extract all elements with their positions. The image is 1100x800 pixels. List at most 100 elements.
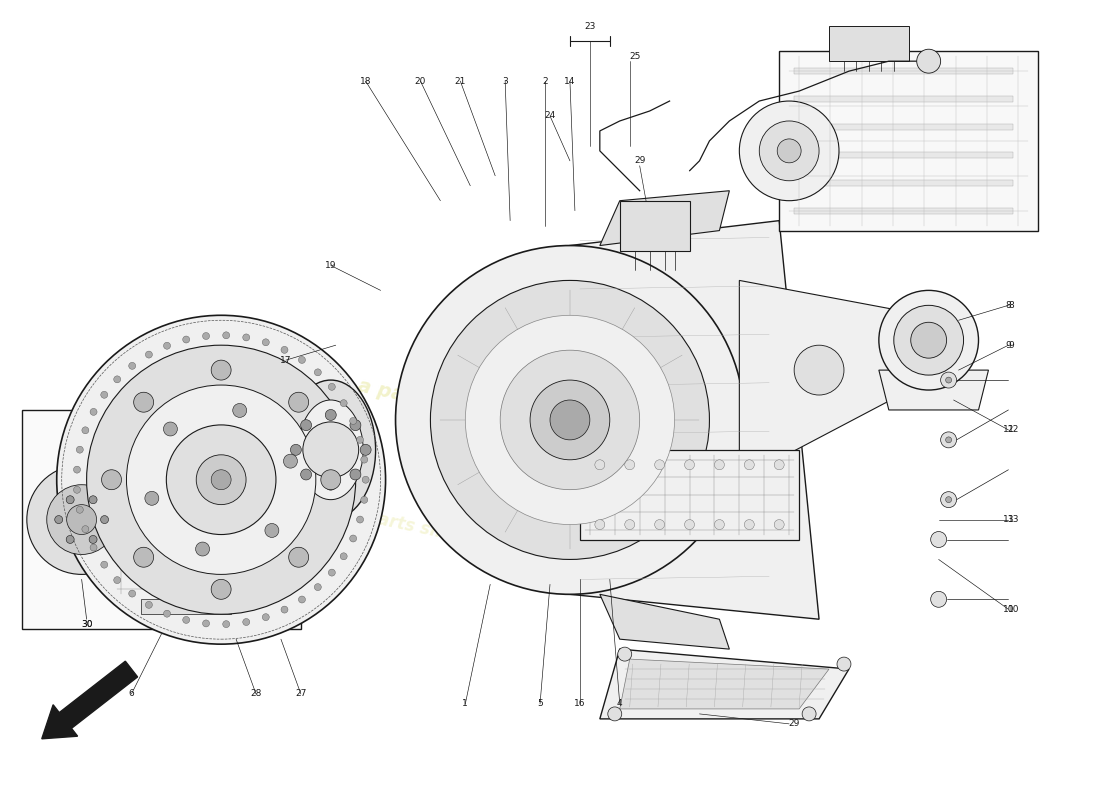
- Circle shape: [894, 306, 964, 375]
- Text: 18: 18: [360, 77, 372, 86]
- Text: a passion for parts since 1985: a passion for parts since 1985: [240, 482, 521, 558]
- Circle shape: [654, 460, 664, 470]
- Circle shape: [222, 332, 230, 339]
- Circle shape: [356, 516, 363, 523]
- Circle shape: [550, 400, 590, 440]
- Circle shape: [879, 290, 979, 390]
- Circle shape: [129, 590, 135, 597]
- Circle shape: [211, 360, 231, 380]
- Circle shape: [183, 336, 189, 343]
- Text: 3: 3: [503, 77, 508, 86]
- Circle shape: [328, 569, 336, 576]
- Text: 10: 10: [1003, 605, 1014, 614]
- Bar: [580, 450, 799, 539]
- Circle shape: [243, 334, 250, 341]
- Circle shape: [233, 403, 246, 418]
- Circle shape: [288, 392, 309, 412]
- Text: 25: 25: [629, 52, 640, 61]
- Circle shape: [145, 351, 153, 358]
- Circle shape: [55, 515, 63, 523]
- Circle shape: [89, 496, 97, 504]
- Text: 28: 28: [251, 690, 262, 698]
- Polygon shape: [619, 659, 829, 709]
- Text: 12: 12: [1009, 426, 1020, 434]
- Text: 23: 23: [584, 22, 595, 31]
- Text: 24: 24: [544, 111, 556, 121]
- Circle shape: [465, 315, 674, 525]
- Circle shape: [684, 519, 694, 530]
- Text: 14: 14: [564, 77, 575, 86]
- Circle shape: [326, 479, 337, 490]
- Circle shape: [166, 425, 276, 534]
- Circle shape: [164, 342, 170, 350]
- Polygon shape: [739, 281, 928, 480]
- Circle shape: [81, 490, 142, 550]
- Text: 10: 10: [1009, 605, 1020, 614]
- Circle shape: [940, 372, 957, 388]
- Text: 9: 9: [1005, 341, 1011, 350]
- Bar: [779, 51, 1038, 230]
- Circle shape: [360, 444, 371, 455]
- Circle shape: [940, 492, 957, 508]
- Circle shape: [300, 420, 311, 430]
- Text: 4: 4: [617, 699, 623, 709]
- Circle shape: [87, 345, 355, 614]
- Circle shape: [340, 400, 348, 406]
- Bar: [142, 599, 231, 614]
- Circle shape: [288, 547, 309, 567]
- Circle shape: [66, 496, 74, 504]
- Text: 5: 5: [537, 699, 543, 709]
- Circle shape: [684, 460, 694, 470]
- Circle shape: [350, 420, 361, 430]
- Circle shape: [739, 101, 839, 201]
- Text: 8: 8: [1005, 301, 1011, 310]
- Text: 1: 1: [462, 699, 469, 709]
- Circle shape: [76, 506, 84, 514]
- Bar: [794, 152, 1013, 158]
- Circle shape: [90, 408, 97, 415]
- Circle shape: [931, 591, 947, 607]
- Circle shape: [430, 281, 710, 559]
- Circle shape: [243, 618, 250, 626]
- Text: 30: 30: [81, 620, 92, 629]
- Circle shape: [126, 385, 316, 574]
- Circle shape: [222, 621, 230, 628]
- Bar: [152, 430, 231, 450]
- Text: 29: 29: [789, 719, 800, 728]
- Circle shape: [97, 505, 126, 534]
- Circle shape: [164, 610, 170, 617]
- Circle shape: [794, 345, 844, 395]
- Ellipse shape: [298, 400, 363, 500]
- Circle shape: [262, 614, 270, 621]
- Circle shape: [280, 346, 288, 354]
- Circle shape: [774, 519, 784, 530]
- Circle shape: [595, 460, 605, 470]
- Text: 21: 21: [454, 77, 466, 86]
- Polygon shape: [600, 190, 729, 246]
- Polygon shape: [600, 594, 729, 649]
- Circle shape: [113, 376, 121, 383]
- Text: 27: 27: [295, 690, 307, 698]
- Circle shape: [608, 707, 622, 721]
- Circle shape: [340, 553, 348, 560]
- Polygon shape: [600, 649, 849, 719]
- Circle shape: [350, 418, 356, 425]
- Text: 17: 17: [280, 356, 292, 365]
- Circle shape: [321, 470, 341, 490]
- Circle shape: [47, 485, 117, 554]
- Circle shape: [81, 427, 89, 434]
- Text: 16: 16: [574, 699, 585, 709]
- Text: 2: 2: [542, 77, 548, 86]
- Circle shape: [101, 391, 108, 398]
- Circle shape: [211, 470, 231, 490]
- Circle shape: [625, 519, 635, 530]
- Circle shape: [196, 455, 246, 505]
- Text: 9: 9: [1009, 341, 1014, 350]
- Circle shape: [946, 437, 952, 443]
- Circle shape: [74, 486, 80, 494]
- Circle shape: [396, 246, 745, 594]
- Circle shape: [76, 446, 84, 453]
- Circle shape: [802, 707, 816, 721]
- Circle shape: [26, 465, 136, 574]
- Circle shape: [74, 466, 80, 473]
